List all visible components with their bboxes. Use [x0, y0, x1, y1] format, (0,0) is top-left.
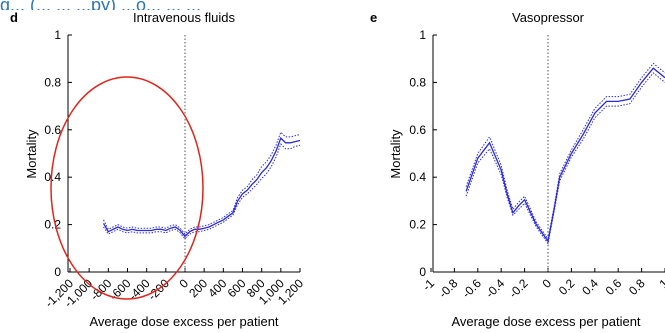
- y-tick-label: 0.4: [409, 170, 426, 184]
- y-tick-label: 0.6: [409, 123, 426, 137]
- x-tick-label: -0.6: [459, 276, 484, 301]
- panel-e-y-ticks: 0 0.2 0.4 0.6 0.8 1: [409, 28, 437, 279]
- panel-d-series-group: [102, 131, 301, 240]
- y-tick-label: 0: [54, 265, 61, 279]
- mortality-mean-line: [102, 136, 301, 238]
- y-tick-label: 0.2: [44, 218, 61, 232]
- y-tick-label: 0.4: [44, 170, 61, 184]
- y-tick-label: 0.6: [44, 123, 61, 137]
- x-tick-label: 0.2: [556, 276, 578, 298]
- x-tick-label: 1: [656, 276, 665, 291]
- y-tick-label: 1: [54, 28, 61, 42]
- panel-d-title: Intravenous fluids: [133, 10, 235, 25]
- y-tick-label: 1: [419, 28, 426, 42]
- y-tick-label: 0.8: [409, 75, 426, 89]
- x-tick-label: -0.2: [506, 276, 531, 301]
- x-tick-label: 0.4: [579, 276, 601, 298]
- x-tick-label: 0: [539, 276, 554, 291]
- panel-d-red-circle-annotation: [50, 76, 204, 300]
- cropped-caption-text: g... (... ... ...py) ...o... ... ...: [0, 0, 202, 10]
- confidence-bound-line: [465, 62, 665, 241]
- panel-e-y-axis-label: Mortality: [388, 129, 403, 179]
- panel-d-x-axis-label: Average dose excess per patient: [89, 314, 278, 329]
- panel-letter-e: e: [370, 10, 377, 25]
- mortality-mean-line: [465, 67, 665, 243]
- x-tick-label: -0.4: [483, 276, 508, 301]
- y-tick-label: 0: [419, 265, 426, 279]
- panel-d: d Intravenous fluids 00.20.40.60.81 -1,2…: [10, 10, 306, 329]
- panel-e: e Vasopressor 00.20.40.60.81 -1-0.8-0.6-…: [370, 10, 665, 329]
- x-tick-label: 0.6: [603, 276, 625, 298]
- panel-d-y-axis-label: Mortality: [24, 129, 39, 179]
- confidence-bound-line: [103, 131, 301, 235]
- panel-e-title: Vasopressor: [512, 10, 585, 25]
- panel-e-x-ticks: -1-0.8-0.6-0.4-0.2 0 0.2 0.4 0.6 0.8 1: [420, 268, 665, 301]
- y-tick-label: 0.8: [44, 75, 61, 89]
- y-tick-label: 0.2: [409, 218, 426, 232]
- panel-letter-d: d: [10, 10, 18, 25]
- panel-e-x-axis-label: Average dose excess per patient: [451, 314, 640, 329]
- panel-e-series-group: [465, 62, 665, 245]
- x-tick-label: 0.8: [626, 276, 648, 298]
- confidence-bound-line: [103, 143, 301, 240]
- x-tick-label: -0.8: [436, 276, 461, 301]
- panel-d-y-ticks: 0 0.2 0.4 0.6 0.8 1: [44, 28, 72, 279]
